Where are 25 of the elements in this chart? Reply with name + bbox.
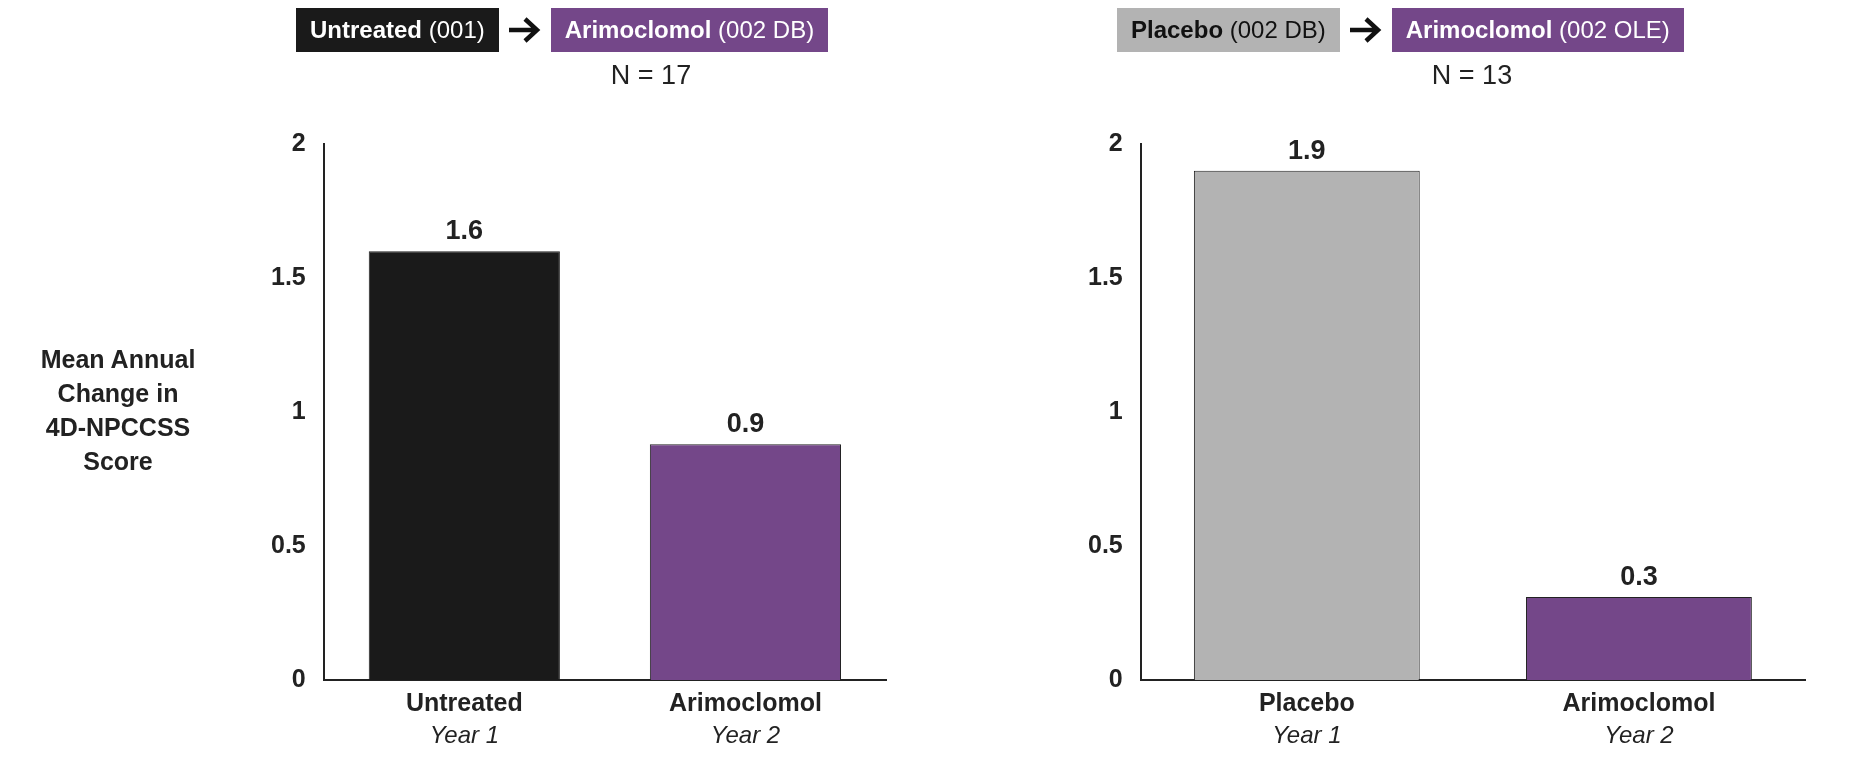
text: N = 17 bbox=[609, 60, 693, 91]
y-tick-label: 2 bbox=[291, 127, 306, 156]
y-tick-label: 1 bbox=[1108, 395, 1123, 424]
text: Arimoclomol (002 OLE) bbox=[1405, 16, 1670, 43]
data-label: 1.6 bbox=[445, 215, 484, 246]
text: Arimoclomol (002 DB) bbox=[564, 16, 815, 43]
x-tick-label: Untreated Year 1 bbox=[405, 688, 523, 748]
x-tick-label: Arimoclomol Year 2 bbox=[1562, 688, 1716, 748]
y-tick-label: 0.5 bbox=[270, 529, 306, 558]
y-tick-label: 1.5 bbox=[270, 261, 306, 290]
text: Placebo (002 DB) bbox=[1131, 16, 1326, 43]
y-tick-label: 2 bbox=[1108, 127, 1123, 156]
data-label: 0.3 bbox=[1620, 560, 1658, 591]
data-label: 0.9 bbox=[726, 408, 765, 439]
x-tick-label: Placebo Year 1 bbox=[1258, 688, 1355, 748]
y-tick-label: 1 bbox=[291, 395, 306, 424]
y-tick-label: 0.5 bbox=[1087, 529, 1123, 558]
y-tick-label: 1.5 bbox=[1087, 261, 1123, 290]
x-tick-label: Arimoclomol Year 2 bbox=[669, 688, 822, 748]
data-label: 1.9 bbox=[1288, 134, 1326, 165]
y-tick-label: 0 bbox=[1108, 663, 1123, 692]
y-tick-label: 0 bbox=[291, 663, 306, 692]
y-axis-title: Mean Annual Change in 4D-NPCCSS Score bbox=[40, 344, 196, 475]
text: N = 13 bbox=[1430, 60, 1514, 91]
text: Untreated (001) bbox=[310, 16, 485, 43]
